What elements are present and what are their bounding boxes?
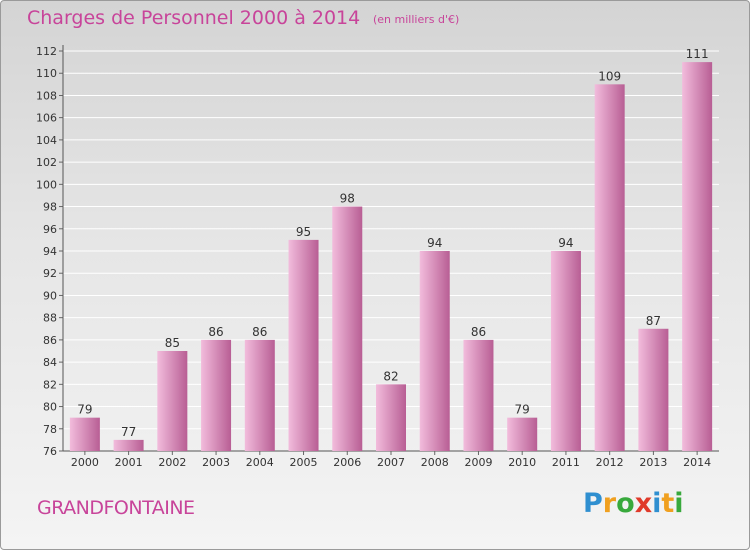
logo-letter: i (674, 488, 684, 519)
data-label: 77 (121, 425, 136, 439)
y-tick-label: 84 (43, 356, 57, 369)
y-tick-label: 108 (36, 89, 57, 102)
x-tick-label: 2007 (377, 456, 405, 469)
bar-2012 (594, 84, 625, 451)
x-tick-label: 2001 (115, 456, 143, 469)
y-tick-label: 104 (36, 134, 57, 147)
bar-2010 (507, 417, 538, 451)
data-label: 94 (427, 236, 442, 250)
y-tick-label: 78 (43, 423, 57, 436)
y-tick-label: 80 (43, 401, 57, 414)
bar-2008 (419, 251, 450, 451)
data-label: 98 (340, 192, 355, 206)
data-label: 111 (686, 47, 709, 61)
y-tick-labels: 76 78 80 82 84 86 88 90 92 94 96 98 100 102 104 106 108 1… (36, 45, 57, 458)
bar-2004 (244, 339, 275, 451)
logo-letter: P (583, 488, 603, 519)
y-tick-label: 110 (36, 67, 57, 80)
bar-2011 (550, 251, 581, 451)
x-tick-label: 2003 (202, 456, 230, 469)
data-label: 94 (558, 236, 573, 250)
data-label: 109 (598, 69, 621, 83)
x-tick-label: 2006 (333, 456, 361, 469)
data-label: 79 (515, 403, 530, 417)
x-tick-label: 2009 (464, 456, 492, 469)
chart-subtitle: (en milliers d'€) (373, 13, 460, 26)
bar-2014 (682, 62, 713, 451)
chart-title: Charges de Personnel 2000 à 2014 (27, 7, 361, 29)
y-tick-label: 112 (36, 45, 57, 58)
x-tick-label: 2002 (158, 456, 186, 469)
data-label: 87 (646, 314, 661, 328)
y-tick-label: 94 (43, 245, 57, 258)
x-tick-label: 2005 (290, 456, 318, 469)
data-label: 82 (383, 369, 398, 383)
logo-letter: t (661, 488, 675, 519)
logo-letter: o (616, 488, 635, 519)
x-tick-label: 2008 (421, 456, 449, 469)
x-tick-label: 2014 (683, 456, 711, 469)
bar-2002 (157, 351, 188, 451)
logo-letter: i (652, 488, 662, 519)
bars (69, 62, 713, 451)
y-tick-label: 100 (36, 178, 57, 191)
proxiti-logo: Proxiti (583, 488, 684, 519)
y-tick-label: 86 (43, 334, 57, 347)
bar-2003 (201, 339, 232, 451)
x-tick-label: 2013 (639, 456, 667, 469)
y-tick-label: 96 (43, 223, 57, 236)
y-tick-label: 90 (43, 289, 57, 302)
y-tick-label: 88 (43, 312, 57, 325)
data-label: 86 (208, 325, 223, 339)
y-tick-label: 98 (43, 201, 57, 214)
data-label: 95 (296, 225, 311, 239)
bar-2005 (288, 239, 319, 451)
logo-letter: r (602, 488, 617, 519)
data-label: 79 (77, 403, 92, 417)
bar-2006 (332, 206, 363, 451)
x-tick-label: 2004 (246, 456, 274, 469)
bar-2013 (638, 328, 669, 451)
data-label: 86 (252, 325, 267, 339)
y-tick-label: 106 (36, 112, 57, 125)
bar-2009 (463, 339, 494, 451)
bar-2000 (69, 417, 100, 451)
data-labels: 79 77 85 86 86 95 98 82 94 86 79 94 109 87 111 (77, 47, 708, 439)
x-tick-labels: 2000 2001 2002 2003 2004 2005 2006 2007 2008 2009… (71, 451, 711, 469)
y-tick-label: 82 (43, 378, 57, 391)
x-tick-label: 2012 (596, 456, 624, 469)
x-tick-label: 2000 (71, 456, 99, 469)
bar-2001 (113, 439, 144, 451)
x-tick-label: 2010 (508, 456, 536, 469)
location-name: GRANDFONTAINE (37, 497, 195, 519)
data-label: 86 (471, 325, 486, 339)
y-tick-label: 76 (43, 445, 57, 458)
y-tick-label: 92 (43, 267, 57, 280)
x-tick-label: 2011 (552, 456, 580, 469)
bar-2007 (376, 384, 406, 451)
y-tick-label: 102 (36, 156, 57, 169)
logo-letter: x (634, 488, 653, 519)
data-label: 85 (165, 336, 180, 350)
